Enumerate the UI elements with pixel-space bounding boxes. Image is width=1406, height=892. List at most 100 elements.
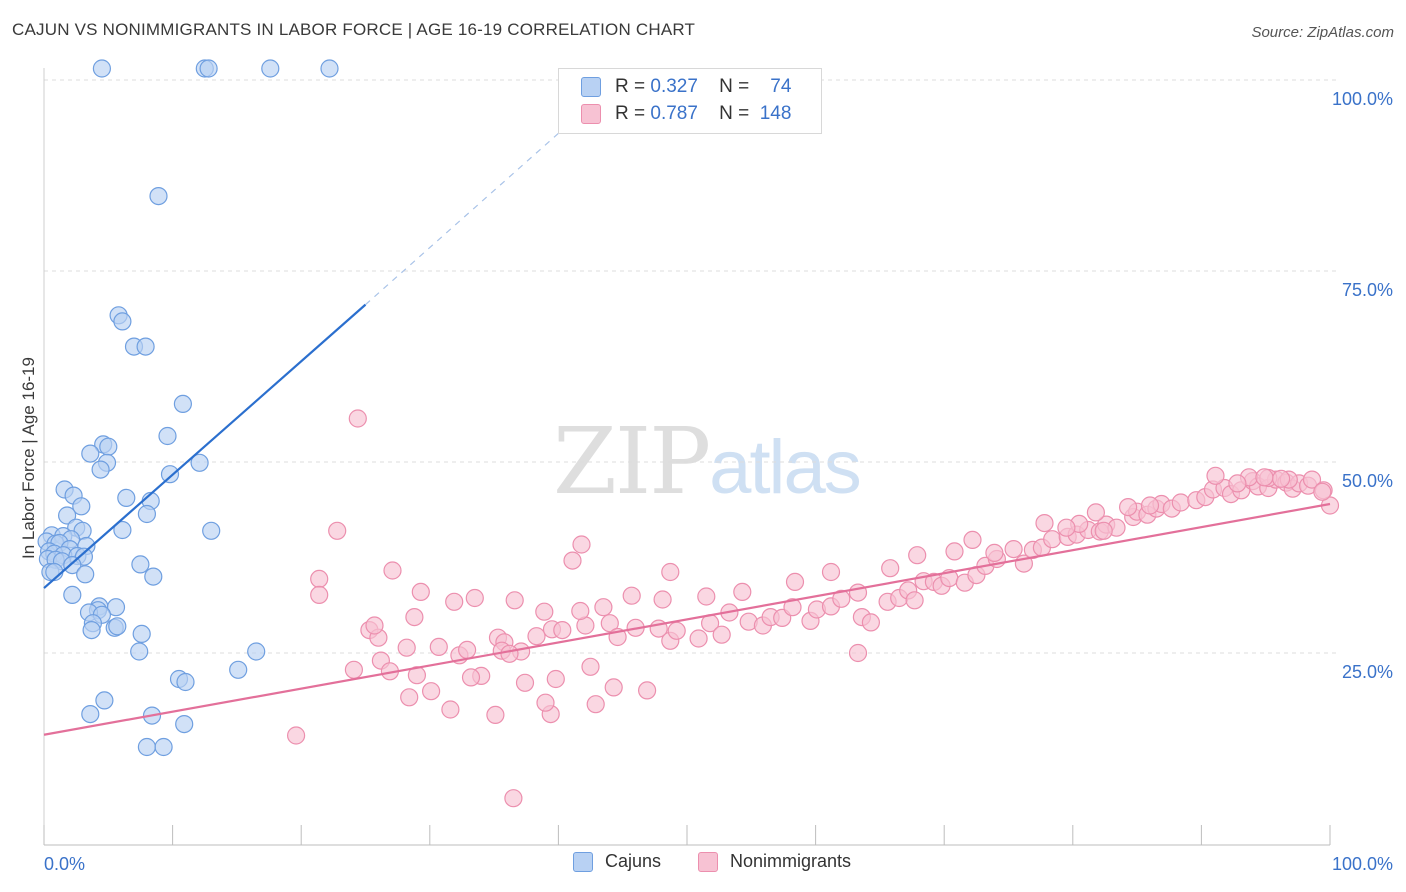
- nonimmigrant-point: [861, 613, 881, 632]
- nonimmigrant-point: [546, 669, 565, 689]
- cajun-point: [113, 520, 132, 540]
- nonimmigrant-point: [733, 582, 752, 602]
- legend-r-label: R =: [615, 103, 646, 124]
- cajun-point: [57, 506, 77, 525]
- nonimmigrant-point: [400, 688, 419, 707]
- nonimmigrant-point: [504, 789, 523, 808]
- nonimmigrant-point: [783, 598, 802, 617]
- cajun-point: [117, 488, 136, 507]
- nonimmigrant-point: [486, 705, 505, 725]
- legend-item-cajuns: Cajuns: [573, 851, 661, 872]
- cajun-point: [76, 565, 95, 584]
- nonimmigrant-point: [397, 638, 416, 657]
- nonimmigrant-point: [365, 616, 384, 635]
- nonimmigrant-point: [310, 585, 329, 605]
- cajun-point: [149, 187, 168, 206]
- nonimmigrant-point: [1057, 518, 1076, 537]
- cajun-point: [247, 642, 266, 661]
- correlation-legend: R = 0.327 N = 74 R = 0.787 N = 148: [558, 68, 822, 134]
- cajun-point: [82, 620, 101, 640]
- nonimmigrant-point: [458, 640, 477, 660]
- nonimmigrant-point: [348, 409, 367, 428]
- nonimmigrant-point: [963, 530, 982, 550]
- nonimmigrant-point: [553, 620, 572, 640]
- nonimmigrant-point: [310, 569, 329, 589]
- nonimmigrant-point: [1118, 498, 1138, 517]
- nonimmigrant-point: [383, 561, 402, 580]
- nonimmigrant-point: [821, 562, 841, 582]
- nonimmigrant-point: [1228, 474, 1247, 493]
- legend-n-label: N =: [719, 76, 750, 97]
- cajun-point: [63, 555, 82, 575]
- cajun-point: [173, 394, 192, 413]
- nonimmigrant-point: [785, 572, 805, 592]
- legend-item-label: Cajuns: [605, 851, 662, 871]
- nonimmigrant-point: [712, 625, 731, 644]
- nonimmigrant-point: [586, 695, 605, 714]
- nonimmigrant-point: [344, 660, 363, 679]
- nonimmigrant-point: [1171, 493, 1190, 512]
- nonimmigrant-point: [848, 643, 868, 663]
- cajun-point: [81, 444, 100, 463]
- legend-row-nonimmigrants: R = 0.787 N = 148: [581, 101, 791, 127]
- nonimmigrant-point: [1043, 530, 1062, 549]
- cajun-point: [132, 624, 151, 644]
- nonimmigrant-point: [881, 559, 900, 578]
- nonimmigrant-point: [505, 591, 524, 610]
- cajun-swatch: [581, 77, 601, 97]
- cajun-point: [106, 598, 126, 617]
- x-tick-label: 0.0%: [44, 854, 85, 874]
- nonimmigrant-point: [1302, 470, 1322, 489]
- nonimmigrant-point: [465, 588, 484, 608]
- legend-r-label: R =: [615, 76, 646, 97]
- nonimmigrant-point: [500, 644, 519, 663]
- nonimmigrant-point: [411, 582, 430, 602]
- nonimmigrant-point: [905, 591, 924, 610]
- y-tick-label: 50.0%: [1342, 471, 1393, 491]
- nonimmigrant-point: [1094, 521, 1113, 540]
- cajun-point: [130, 642, 149, 661]
- cajun-point: [113, 312, 132, 331]
- y-tick-label: 100.0%: [1332, 89, 1393, 109]
- nonimmigrant-point: [637, 681, 657, 700]
- nonimmigrant-point: [536, 693, 555, 712]
- nonimmigrant-point: [563, 551, 582, 570]
- legend-item-label: Nonimmigrants: [730, 851, 852, 871]
- nonimmigrant-point: [581, 657, 600, 676]
- cajun-point: [137, 504, 156, 524]
- cajun-trendline: [43, 303, 367, 589]
- cajun-point: [63, 585, 82, 605]
- cajun-point: [95, 691, 114, 710]
- nonimmigrant-point: [422, 682, 441, 701]
- nonimmigrant-point: [445, 592, 464, 611]
- nonimmigrant-trendline: [43, 502, 1331, 736]
- watermark-atlas: atlas: [709, 425, 862, 510]
- cajun-legend-swatch: [573, 851, 593, 872]
- cajun-point: [154, 737, 173, 757]
- nonimmigrant-point: [1140, 496, 1160, 515]
- cajun-point: [136, 337, 155, 356]
- cajun-point: [137, 737, 156, 757]
- nonimmigrant-point: [653, 590, 672, 609]
- nonimmigrant-point: [604, 678, 623, 697]
- nonimmigrant-point: [1313, 482, 1332, 501]
- cajun-point: [176, 672, 195, 692]
- cajun-trendline-extension: [365, 110, 585, 306]
- nonimmigrant-point: [945, 542, 964, 561]
- cajun-point: [108, 617, 127, 636]
- cajun-point: [160, 465, 180, 484]
- nonimmigrant-point: [594, 598, 613, 617]
- cajun-point: [99, 437, 118, 456]
- nonimmigrant-swatch: [581, 104, 601, 124]
- nonimmigrant-point: [1035, 513, 1054, 533]
- nonimmigrant-point: [441, 700, 460, 719]
- cajun-point: [229, 660, 248, 679]
- cajun-point: [261, 59, 280, 78]
- cajun-point: [158, 426, 177, 446]
- nonimmigrant-point: [515, 673, 535, 692]
- nonimmigrant-point: [697, 587, 716, 606]
- cajun-point: [144, 567, 163, 586]
- cajun-point: [81, 704, 100, 724]
- legend-r-value: 0.327: [650, 76, 698, 97]
